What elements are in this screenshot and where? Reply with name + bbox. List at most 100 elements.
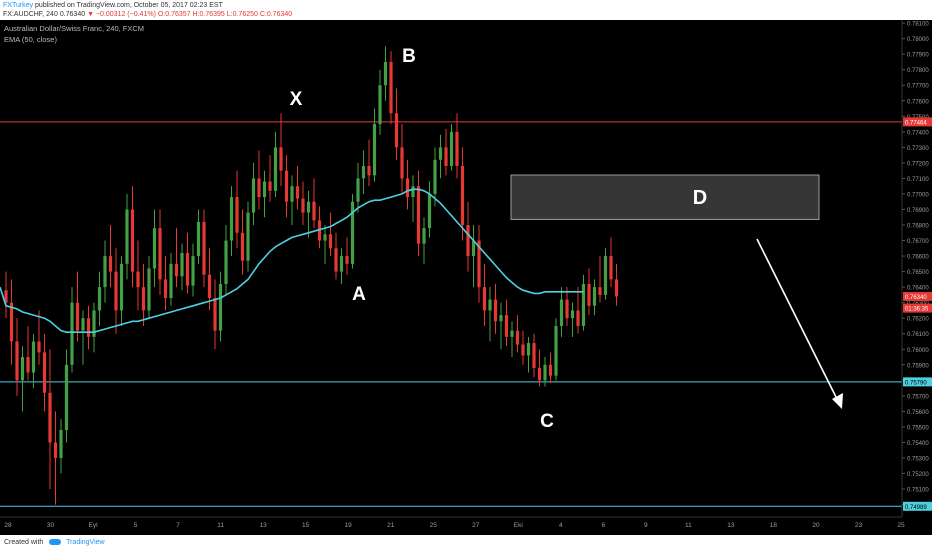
time-tick-label: 13 bbox=[727, 522, 735, 529]
candle-body bbox=[114, 271, 118, 311]
pattern-label-x: X bbox=[290, 89, 303, 110]
candle-body bbox=[180, 252, 184, 277]
pattern-label-a: A bbox=[352, 284, 366, 305]
arrow-head-icon bbox=[832, 393, 843, 409]
price-tick-label: 0.77200 bbox=[907, 161, 929, 167]
candle-body bbox=[532, 343, 536, 368]
pattern-labels: X A B C bbox=[290, 46, 554, 432]
candle-body bbox=[394, 113, 399, 148]
published-text: published on TradingView.com, October 05… bbox=[35, 2, 223, 9]
candle-body bbox=[224, 240, 228, 285]
chart-background bbox=[0, 20, 932, 535]
pattern-label-b: B bbox=[402, 46, 416, 67]
candle-body bbox=[9, 302, 14, 342]
candle-body bbox=[592, 287, 597, 306]
tradingview-brand[interactable]: TradingView bbox=[66, 539, 105, 546]
candle-body bbox=[207, 274, 212, 299]
price-tick-label: 0.75200 bbox=[907, 472, 929, 478]
candle-body bbox=[477, 240, 481, 288]
candle-body bbox=[246, 212, 250, 261]
candle-body bbox=[26, 357, 30, 373]
candle-body bbox=[339, 256, 344, 272]
ema-line bbox=[0, 188, 584, 334]
time-tick-label: Eki bbox=[514, 522, 523, 529]
candle-body bbox=[290, 186, 294, 202]
candle-body bbox=[609, 256, 613, 280]
candle-body bbox=[350, 201, 355, 264]
candle-body bbox=[576, 310, 580, 326]
candle-body bbox=[169, 263, 173, 299]
instrument-legend: Australian Dollar/Swiss Franc, 240, FXCM bbox=[4, 24, 144, 33]
candle-body bbox=[108, 256, 113, 272]
candle-body bbox=[119, 263, 124, 311]
candle-body bbox=[559, 299, 564, 326]
candle-body bbox=[449, 131, 454, 166]
price-marker-countdown-bg bbox=[903, 303, 932, 313]
tradingview-cloud-icon bbox=[49, 539, 62, 546]
candle-body bbox=[306, 201, 311, 213]
candle-body bbox=[218, 284, 223, 331]
footer: Created with TradingView bbox=[0, 535, 932, 550]
candle-body bbox=[196, 221, 201, 257]
candle-body bbox=[581, 284, 586, 326]
price-marker-countdown: 01:36:35 bbox=[905, 307, 929, 313]
candle-body bbox=[4, 290, 8, 303]
candle-body bbox=[70, 302, 74, 365]
price-marker-support: 0.74989 bbox=[905, 505, 927, 511]
candle-body bbox=[411, 186, 415, 198]
candle-body bbox=[81, 318, 85, 331]
price-chart[interactable]: D X A B C 0.78100 0.78000 0.77900 0.77800 0.777… bbox=[0, 20, 932, 535]
author-link[interactable]: FXTurkey bbox=[3, 2, 34, 9]
time-tick-label: 7 bbox=[176, 522, 180, 529]
candle-body bbox=[284, 170, 289, 202]
symbol-label: FX:AUDCHF, 240 bbox=[3, 11, 58, 18]
pattern-label-d: D bbox=[693, 187, 707, 209]
candle-body bbox=[537, 367, 542, 381]
time-axis[interactable]: 28 30 Eyl 5 7 11 13 15 19 21 25 27 Eki 4 6 9 11 13 18 20 23 2… bbox=[0, 516, 905, 529]
candle-body bbox=[372, 124, 377, 176]
candle-body bbox=[367, 165, 371, 176]
candle-body bbox=[433, 159, 437, 194]
down-arrow-icon: ▼ bbox=[87, 11, 95, 18]
candle-body bbox=[59, 430, 63, 458]
candle-body bbox=[202, 221, 206, 275]
price-tick-label: 0.75100 bbox=[907, 488, 929, 494]
price-marker-last: 0.76340 bbox=[905, 295, 927, 301]
horizontal-lines bbox=[0, 121, 902, 507]
candle-body bbox=[405, 178, 410, 198]
price-marker-last-bg bbox=[903, 291, 932, 301]
candle-body bbox=[400, 147, 404, 179]
time-tick-label: 11 bbox=[685, 522, 692, 529]
time-tick-label: 15 bbox=[302, 522, 310, 529]
price-tick-label: 0.75500 bbox=[907, 425, 929, 431]
candle-body bbox=[422, 228, 426, 244]
time-tick-label: 25 bbox=[897, 522, 905, 529]
time-tick-label: 9 bbox=[644, 522, 648, 529]
price-tick-label: 0.76600 bbox=[907, 255, 929, 261]
price-tick-label: 0.75700 bbox=[907, 394, 929, 400]
price-tick-label: 0.77800 bbox=[907, 68, 929, 74]
candle-body bbox=[185, 252, 190, 286]
candle-body bbox=[301, 198, 305, 213]
price-tick-label: 0.76200 bbox=[907, 317, 929, 323]
price-marker-support-bg bbox=[903, 501, 932, 511]
candle-body bbox=[460, 165, 465, 226]
price-tick-label: 0.76000 bbox=[907, 348, 929, 354]
candle-body bbox=[466, 225, 470, 257]
time-tick-label: 28 bbox=[4, 522, 12, 529]
time-tick-label: 19 bbox=[345, 522, 353, 529]
time-tick-label: 11 bbox=[217, 522, 224, 529]
candle-body bbox=[97, 287, 102, 311]
candle-body bbox=[416, 186, 421, 244]
time-tick-label: 5 bbox=[134, 522, 138, 529]
candle-body bbox=[174, 263, 179, 277]
candle-body bbox=[614, 279, 619, 297]
price-tick-label: 0.77100 bbox=[907, 177, 929, 183]
price-tick-label: 0.75400 bbox=[907, 441, 929, 447]
price-marker-support-bg bbox=[903, 377, 932, 387]
candle-body bbox=[130, 209, 135, 272]
candle-body bbox=[515, 330, 520, 345]
candle-body bbox=[471, 240, 476, 257]
candle-body bbox=[64, 364, 69, 431]
time-tick-label: 30 bbox=[47, 522, 55, 529]
